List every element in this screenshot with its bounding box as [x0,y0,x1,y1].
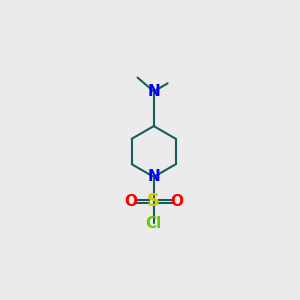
Text: S: S [147,192,160,210]
Text: O: O [124,194,137,209]
Text: Cl: Cl [146,216,162,231]
Text: N: N [147,84,160,99]
Text: O: O [170,194,183,209]
Text: N: N [147,169,160,184]
